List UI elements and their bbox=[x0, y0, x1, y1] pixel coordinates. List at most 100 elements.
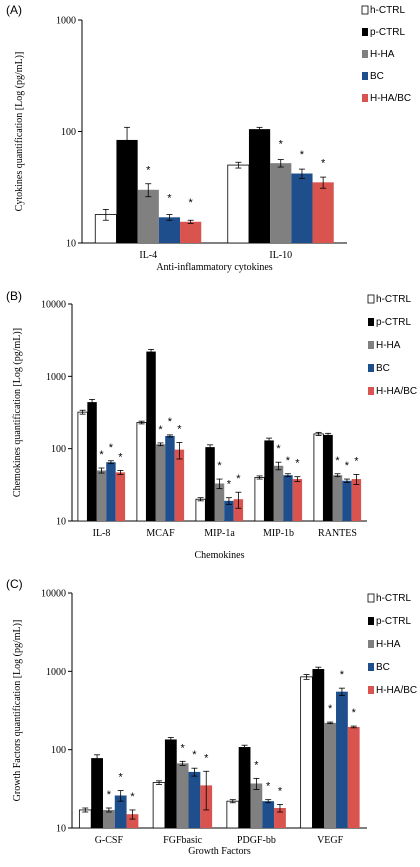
bar-bc-il-4 bbox=[158, 217, 181, 243]
legend-swatch-h-ha bbox=[368, 341, 374, 349]
significance-star: * bbox=[345, 460, 350, 472]
panel-label: (B) bbox=[6, 289, 22, 303]
bar-h-ctrl-g-csf bbox=[78, 809, 92, 829]
legend-swatch-bc bbox=[368, 364, 374, 372]
bar-bc-fgfbasic bbox=[188, 771, 201, 828]
significance-star: * bbox=[189, 197, 194, 209]
bar-p-ctrl-mip-1b bbox=[264, 440, 274, 521]
bar-h-ha-fgfbasic bbox=[176, 763, 189, 828]
bar-bc-g-csf bbox=[114, 795, 127, 828]
bar-bc-mip-1a bbox=[224, 500, 234, 521]
bar-bc-pdgf-bb bbox=[262, 801, 275, 828]
category-label-mip-1b: MIP-1b bbox=[263, 528, 294, 539]
significance-star: * bbox=[177, 423, 182, 435]
category-label-g-csf: G-CSF bbox=[95, 835, 124, 846]
legend-label-h-ctrl: h-CTRL bbox=[376, 294, 411, 305]
bar-p-ctrl-rantes bbox=[323, 434, 333, 521]
legend-swatch-bc bbox=[368, 663, 374, 671]
bar-h-ha-bc-mcaf bbox=[174, 449, 185, 521]
y-tick-label: 10000 bbox=[41, 300, 66, 311]
significance-star: * bbox=[146, 165, 151, 177]
category-label-il-10: IL-10 bbox=[269, 250, 292, 261]
legend-label-bc: BC bbox=[376, 363, 390, 374]
bar-h-ctrl-pdgf-bb bbox=[226, 800, 240, 829]
y-tick-label: 1000 bbox=[46, 372, 66, 383]
significance-star: * bbox=[107, 789, 112, 801]
bar-p-ctrl-pdgf-bb bbox=[238, 747, 251, 828]
legend-swatch-bc bbox=[362, 72, 368, 80]
legend-label-h-ctrl: h-CTRL bbox=[370, 5, 405, 16]
bar-h-ha-g-csf bbox=[102, 809, 115, 828]
significance-star: * bbox=[278, 785, 283, 797]
bar-p-ctrl-mip-1a bbox=[205, 447, 215, 521]
significance-star: * bbox=[328, 703, 333, 715]
bar-bc-vegf bbox=[336, 691, 348, 828]
y-axis-title: Cytokines quantification [Log (pg/mL)] bbox=[14, 52, 25, 212]
bar-h-ctrl-mip-1b bbox=[254, 477, 265, 522]
bar-p-ctrl-mcaf bbox=[146, 351, 156, 521]
y-tick-label: 100 bbox=[51, 745, 66, 756]
significance-star: * bbox=[279, 139, 284, 151]
significance-star: * bbox=[352, 707, 357, 719]
bar-h-ctrl-vegf bbox=[300, 676, 313, 829]
significance-star: * bbox=[180, 742, 185, 754]
bar-h-ha-bc-g-csf bbox=[126, 814, 139, 828]
y-tick-label: 1000 bbox=[46, 667, 66, 678]
category-label-fgfbasic: FGFbasic bbox=[163, 835, 202, 846]
legend-label-h-ha: H-HA bbox=[370, 49, 395, 60]
significance-star: * bbox=[266, 781, 271, 793]
significance-star: * bbox=[99, 449, 104, 461]
legend-label-p-ctrl: p-CTRL bbox=[370, 27, 405, 38]
y-axis-title: Chemokines quantification [Log (pg/mL)] bbox=[12, 328, 23, 497]
legend-label-p-ctrl: p-CTRL bbox=[376, 616, 411, 627]
significance-star: * bbox=[168, 416, 173, 428]
y-tick-label: 10 bbox=[66, 239, 76, 250]
significance-star: * bbox=[354, 455, 359, 467]
legend-swatch-p-ctrl bbox=[368, 318, 374, 326]
bar-h-ctrl-fgfbasic bbox=[152, 782, 166, 829]
y-tick-label: 10 bbox=[56, 517, 66, 528]
legend-label-h-ha-bc: H-HA/BC bbox=[376, 386, 417, 397]
y-tick-label: 1000 bbox=[56, 16, 76, 27]
y-tick-label: 100 bbox=[61, 127, 76, 138]
significance-star: * bbox=[204, 752, 209, 764]
bar-h-ha-il-4 bbox=[137, 189, 159, 243]
category-label-mcaf: MCAF bbox=[146, 528, 175, 539]
significance-star: * bbox=[167, 193, 172, 205]
legend-label-h-ctrl: h-CTRL bbox=[376, 593, 411, 604]
legend-label-h-ha-bc: H-HA/BC bbox=[376, 685, 417, 696]
bar-bc-mcaf bbox=[165, 435, 175, 521]
significance-star: * bbox=[340, 669, 345, 681]
bar-p-ctrl-il-8 bbox=[87, 402, 97, 521]
legend-label-h-ha: H-HA bbox=[376, 340, 401, 351]
bar-h-ha-bc-pdgf-bb bbox=[274, 808, 286, 828]
significance-star: * bbox=[286, 455, 291, 467]
bar-p-ctrl-il-10 bbox=[248, 129, 271, 243]
bar-h-ctrl-il-8 bbox=[77, 411, 88, 522]
bar-h-ha-mip-1b bbox=[273, 465, 284, 521]
x-axis-title: Anti-inflammatory cytokines bbox=[156, 262, 272, 273]
bar-h-ha-il-10 bbox=[270, 163, 292, 243]
significance-star: * bbox=[295, 458, 300, 470]
panel-label: (A) bbox=[6, 3, 22, 17]
bar-h-ha-mip-1a bbox=[214, 483, 225, 521]
x-axis-title: Growth Factors bbox=[188, 846, 251, 857]
y-tick-label: 100 bbox=[51, 444, 66, 455]
significance-star: * bbox=[119, 772, 124, 784]
category-label-vegf: VEGF bbox=[317, 835, 344, 846]
bar-h-ha-mcaf bbox=[155, 444, 166, 521]
category-label-il-4: IL-4 bbox=[139, 250, 157, 261]
bar-h-ha-il-8 bbox=[96, 470, 107, 521]
significance-star: * bbox=[158, 424, 163, 436]
legend-swatch-h-ha-bc bbox=[368, 387, 374, 395]
bar-h-ha-bc-il-4 bbox=[180, 221, 202, 243]
significance-star: * bbox=[276, 443, 281, 455]
legend-swatch-h-ha bbox=[368, 640, 374, 648]
legend-swatch-h-ctrl bbox=[367, 593, 375, 603]
legend-swatch-h-ha-bc bbox=[368, 686, 374, 694]
significance-star: * bbox=[227, 479, 232, 491]
bar-h-ha-bc-il-8 bbox=[115, 472, 126, 521]
bar-h-ha-bc-rantes bbox=[351, 479, 362, 521]
significance-star: * bbox=[130, 791, 135, 803]
